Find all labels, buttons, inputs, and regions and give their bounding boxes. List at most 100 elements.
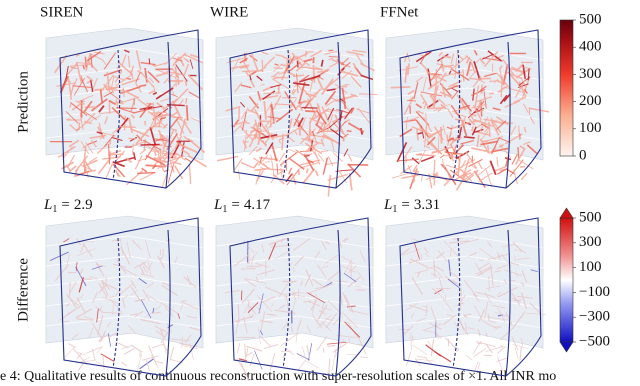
structure-stroke <box>68 343 76 348</box>
structure-stroke <box>247 302 259 313</box>
structure-stroke <box>496 251 501 258</box>
structure-stroke <box>403 53 409 63</box>
wall-grid <box>127 315 204 329</box>
structure-stroke <box>98 285 105 293</box>
structure-stroke <box>400 165 413 175</box>
structure-stroke <box>512 344 530 350</box>
colorbar-tick-label: 100 <box>579 259 602 275</box>
structure-stroke <box>416 271 421 278</box>
structure-stroke <box>510 125 517 136</box>
structure-stroke <box>430 72 442 76</box>
wall-grid <box>215 255 299 267</box>
row-label: Prediction <box>15 71 31 133</box>
structure-stroke <box>306 159 315 164</box>
structure-stroke <box>424 126 427 148</box>
structure-stroke <box>106 72 111 93</box>
structure-stroke <box>151 164 157 170</box>
structure-stroke <box>170 114 182 121</box>
structure-stroke <box>464 280 478 298</box>
structure-stroke <box>314 250 321 259</box>
volume-outline <box>59 29 202 189</box>
structure-stroke <box>458 104 471 110</box>
structure-stroke <box>439 91 453 99</box>
structure-stroke <box>465 151 478 169</box>
structure-stroke <box>329 96 342 103</box>
structure-stroke <box>475 362 481 375</box>
structure-stroke <box>99 89 104 104</box>
structure-stroke <box>185 97 188 104</box>
structure-stroke <box>321 150 329 152</box>
metric-index: 1 <box>52 204 57 215</box>
structure-stroke <box>257 129 262 146</box>
metric-value: 3.31 <box>414 197 440 213</box>
structure-stroke <box>483 51 499 68</box>
structure-stroke <box>503 279 508 284</box>
metric-label: L1 = 2.9 <box>43 197 93 215</box>
structure-stroke <box>311 130 315 137</box>
structure-stroke <box>461 169 478 182</box>
structure-stroke <box>456 53 464 61</box>
structure-stroke <box>145 154 166 166</box>
structure-stroke <box>187 315 197 319</box>
structure-stroke <box>291 172 297 185</box>
structure-stroke <box>150 111 167 114</box>
structure-stroke <box>138 265 145 275</box>
structure-stroke <box>120 125 136 129</box>
structure-stroke <box>300 280 303 286</box>
structure-stroke <box>163 73 173 84</box>
structure-stroke <box>140 273 155 278</box>
structure-stroke <box>307 67 322 71</box>
structure-stroke <box>104 116 109 125</box>
structure-stroke <box>411 238 419 242</box>
wall-grid <box>45 235 129 247</box>
structure-stroke <box>477 328 481 337</box>
structure-stroke <box>263 56 275 68</box>
structure-stroke <box>455 346 460 351</box>
structure-stroke <box>469 163 477 170</box>
structure-stroke <box>475 340 496 348</box>
structure-stroke <box>296 353 310 361</box>
structure-stroke <box>439 154 445 159</box>
structure-stroke <box>102 156 121 160</box>
structure-stroke <box>468 111 475 122</box>
structure-stroke <box>475 266 492 275</box>
structure-stroke <box>480 100 485 105</box>
structure-stroke <box>232 119 240 128</box>
wall-grid <box>385 275 469 287</box>
structure-stroke <box>334 83 348 94</box>
structure-stroke <box>350 107 355 114</box>
structure-stroke <box>502 59 515 76</box>
row-label: Difference <box>15 258 31 322</box>
structure-stroke <box>314 123 323 131</box>
structure-stroke <box>485 345 504 353</box>
structure-stroke <box>172 56 180 67</box>
structure-stroke <box>265 313 275 316</box>
structure-stroke <box>448 240 470 244</box>
structure-stroke <box>294 118 309 136</box>
structure-stroke <box>127 55 131 68</box>
structure-stroke <box>121 361 128 367</box>
structure-stroke <box>290 325 293 333</box>
structure-stroke <box>326 88 336 92</box>
structure-stroke <box>350 75 362 88</box>
structure-stroke <box>140 71 154 88</box>
structure-stroke <box>343 148 349 157</box>
structure-stroke <box>497 85 508 94</box>
structure-stroke <box>467 69 473 72</box>
structure-stroke <box>149 126 157 146</box>
structure-stroke <box>493 54 504 61</box>
structure-stroke <box>96 263 105 277</box>
structure-stroke <box>355 54 365 67</box>
structure-stroke <box>274 63 279 66</box>
structure-stroke <box>69 124 77 131</box>
structure-stroke <box>147 70 160 84</box>
structure-stroke <box>410 313 415 318</box>
structure-stroke <box>472 361 479 377</box>
structure-stroke <box>90 53 93 68</box>
structure-stroke <box>284 91 297 111</box>
structure-stroke <box>307 292 326 304</box>
structure-stroke <box>341 291 352 312</box>
structure-stroke <box>133 152 137 161</box>
structure-stroke <box>350 93 358 98</box>
